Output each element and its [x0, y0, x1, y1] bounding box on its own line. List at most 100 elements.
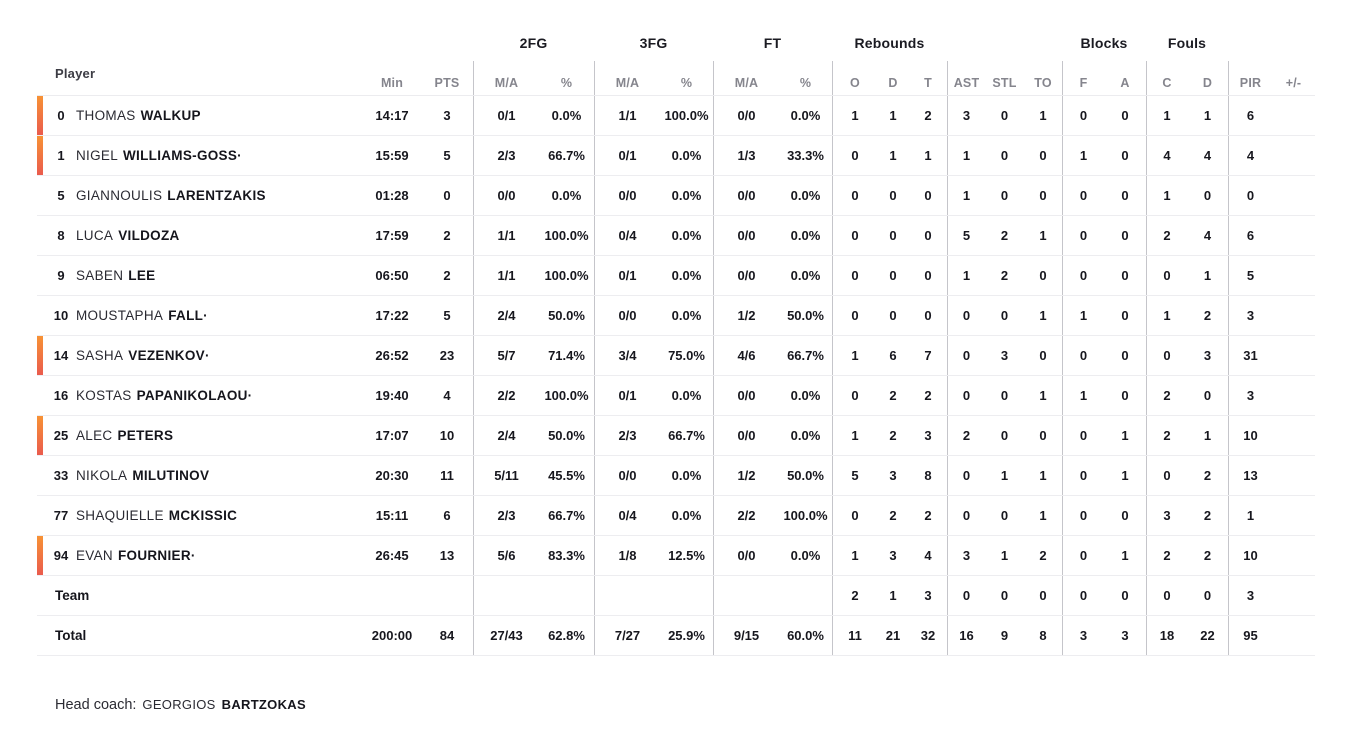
stat-cell-to: 2: [1039, 548, 1047, 563]
stat-cell-ast: 1: [947, 176, 985, 215]
stat-cell-foul_d: 2: [1203, 548, 1212, 563]
player-row: 94 EVAN FOURNIER· 26:45 13 5/6 83.3% 1/8 12.5% 0/…: [37, 536, 1315, 576]
stat-cell-reb_o: 11: [832, 616, 877, 655]
stat-cell-min: 17:07: [375, 428, 409, 443]
player-first-name: LUCA: [76, 228, 114, 243]
stat-cell-pm: [1272, 536, 1315, 575]
stat-cell-to: 0: [1039, 588, 1047, 603]
head-coach-last-name: BARTZOKAS: [221, 697, 306, 712]
player-number: 5: [57, 188, 65, 203]
stat-cell-to: 8: [1039, 628, 1047, 643]
stat-cell-reb_t: 3: [924, 588, 932, 603]
stat-cell-foul_c: 4: [1146, 136, 1187, 175]
stat-cell-ast: 0: [947, 456, 985, 495]
player-last-name: MCKISSIC: [168, 508, 238, 523]
player-cell[interactable]: 25 ALEC PETERS: [37, 416, 363, 455]
stat-cell-ft_pct: 0.0%: [790, 268, 821, 283]
stat-cell-pm: [1272, 256, 1315, 295]
stat-cell-foul_d: 1: [1203, 268, 1212, 283]
stat-cell-fg2_pct: 50.0%: [548, 428, 585, 443]
stat-cell-fg3_pct: 0.0%: [671, 268, 702, 283]
stat-cell-ft_ma: 1/2: [713, 456, 779, 495]
stat-cell-pts: 23: [439, 348, 455, 363]
player-cell[interactable]: 5 GIANNOULIS LARENTZAKIS: [37, 176, 363, 215]
stat-cell-reb_t: 2: [924, 388, 932, 403]
player-last-name: LEE: [128, 268, 156, 283]
stat-cell-stl: 0: [1000, 148, 1009, 163]
stat-cell-blk_f: 0: [1062, 576, 1104, 615]
stat-cell-stl: 9: [1000, 628, 1009, 643]
stat-cell-fg2_pct: 62.8%: [548, 628, 585, 643]
stat-cell-fg2_pct: 100.0%: [544, 228, 589, 243]
stat-cell-min: 17:22: [375, 308, 409, 323]
player-row: 14 SASHA VEZENKOV· 26:52 23 5/7 71.4% 3/4 75.0% 4…: [37, 336, 1315, 376]
stat-cell-reb_d: 1: [889, 108, 897, 123]
stat-cell-ft_pct: 50.0%: [787, 468, 824, 483]
stat-cell-reb_d: 2: [889, 508, 897, 523]
stat-cell-fg3_ma: 0/0: [594, 296, 660, 335]
stat-cell-blk_f: 0: [1062, 416, 1104, 455]
stat-cell-fg3_ma: 0/0: [594, 456, 660, 495]
row-label: Total: [55, 628, 87, 643]
player-last-name: VILDOZA: [118, 228, 180, 243]
player-cell[interactable]: 0 THOMAS WALKUP: [37, 96, 363, 135]
starter-indicator-bar: [37, 336, 43, 375]
stat-cell-pts: 2: [443, 268, 451, 283]
stat-cell-foul_c: 18: [1146, 616, 1187, 655]
stat-cell-foul_c: 1: [1146, 296, 1187, 335]
stat-cell-foul_d: 1: [1203, 428, 1212, 443]
stat-cell-stl: 0: [1000, 388, 1009, 403]
player-number: 14: [53, 348, 69, 363]
stat-cell-fg3_ma: 0/4: [594, 216, 660, 255]
stat-cell-fg3_ma: 2/3: [594, 416, 660, 455]
player-cell[interactable]: 16 KOSTAS PAPANIKOLAOU·: [37, 376, 363, 415]
player-cell[interactable]: 10 MOUSTAPHA FALL·: [37, 296, 363, 335]
stat-cell-min: 26:45: [375, 548, 409, 563]
player-row: 1 NIGEL WILLIAMS-GOSS· 15:59 5 2/3 66.7% 0/1 0.0…: [37, 136, 1315, 176]
stat-cell-ast: 3: [947, 536, 985, 575]
col-header-fg3_ma: M/A: [594, 61, 660, 95]
stat-cell-fg2_pct: 66.7%: [548, 148, 585, 163]
player-cell[interactable]: 8 LUCA VILDOZA: [37, 216, 363, 255]
stat-cell-ft_pct: 33.3%: [787, 148, 824, 163]
stat-cell-fg3_pct: 0.0%: [671, 148, 702, 163]
player-cell[interactable]: 33 NIKOLA MILUTINOV: [37, 456, 363, 495]
player-cell[interactable]: 94 EVAN FOURNIER·: [37, 536, 363, 575]
stat-cell-blk_a: 0: [1121, 508, 1129, 523]
player-number: 0: [57, 108, 65, 123]
stat-cell-to: 0: [1039, 188, 1047, 203]
stat-cell-foul_d: 0: [1203, 588, 1212, 603]
stat-cell-foul_c: 0: [1146, 456, 1187, 495]
stat-cell-foul_d: 4: [1203, 228, 1212, 243]
stat-cell-ft_pct: 0.0%: [790, 388, 821, 403]
stat-cell-fg2_ma: 27/43: [473, 616, 539, 655]
stat-cell-foul_d: 22: [1200, 628, 1215, 643]
player-cell[interactable]: 1 NIGEL WILLIAMS-GOSS·: [37, 136, 363, 175]
head-coach-line: Head coach: GEORGIOS BARTZOKAS: [37, 697, 306, 713]
stat-cell-fg3_ma: 3/4: [594, 336, 660, 375]
col-header-pm: +/-: [1285, 76, 1302, 90]
stat-cell-fg3_pct: 100.0%: [664, 108, 709, 123]
stat-cell-pm: [1272, 336, 1315, 375]
col-header-min: Min: [380, 76, 404, 90]
stat-cell-ft_ma: [713, 576, 779, 615]
stat-cell-pir: 3: [1228, 576, 1272, 615]
stat-cell-fg2_pct: 100.0%: [544, 388, 589, 403]
starter-indicator-bar: [37, 136, 43, 175]
stat-group-label: 3FG: [639, 35, 668, 51]
player-number: 8: [57, 228, 65, 243]
stat-cell-fg2_ma: 5/6: [473, 536, 539, 575]
stat-cell-fg3_pct: 0.0%: [671, 228, 702, 243]
stat-cell-reb_o: 0: [832, 216, 877, 255]
stat-cell-blk_f: 0: [1062, 96, 1104, 135]
stat-cell-blk_f: 0: [1062, 456, 1104, 495]
player-number: 33: [53, 468, 69, 483]
stat-cell-reb_t: 32: [920, 628, 936, 643]
player-cell[interactable]: 14 SASHA VEZENKOV·: [37, 336, 363, 375]
stat-cell-fg3_ma: 1/8: [594, 536, 660, 575]
player-cell[interactable]: 9 SABEN LEE: [37, 256, 363, 295]
stat-cell-pts: 5: [443, 148, 451, 163]
player-cell[interactable]: 77 SHAQUIELLE MCKISSIC: [37, 496, 363, 535]
column-header-row: Player Min PTS M/A% M/A% M/A% O D T AST STL TO F A C D P…: [37, 61, 1315, 96]
stat-group-label: Rebounds: [854, 35, 925, 51]
